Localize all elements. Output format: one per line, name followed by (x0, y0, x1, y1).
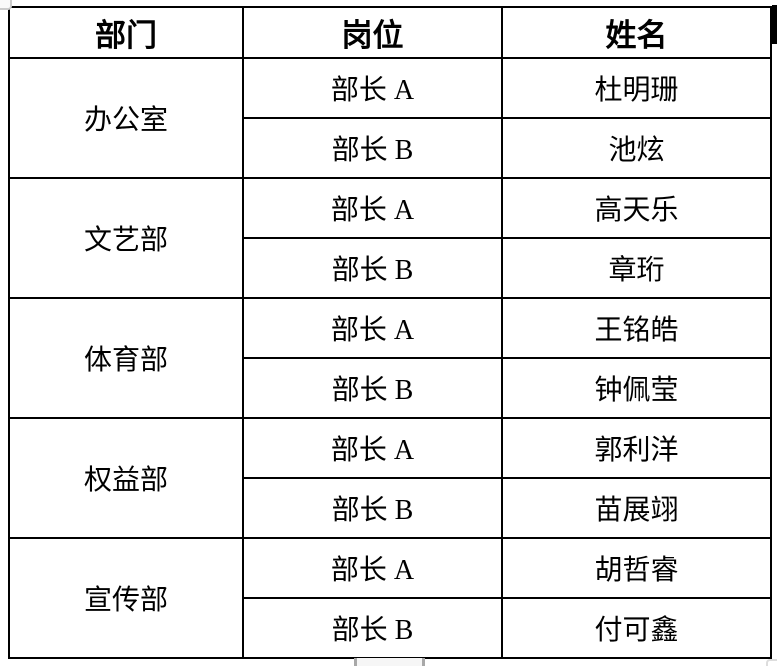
position-cell[interactable]: 部长 A (242, 177, 503, 239)
table-row: 部长 B 苗展翊 (9, 477, 772, 539)
table-row: 部长 B 钟佩莹 (9, 357, 772, 419)
name-cell[interactable]: 池炫 (501, 117, 772, 179)
cropped-black-bar-fragment (772, 5, 777, 44)
table-row: 部长 B 付可鑫 (9, 597, 772, 659)
position-cell[interactable]: 部长 A (242, 297, 503, 359)
department-cell[interactable]: 宣传部 (8, 537, 244, 659)
position-cell[interactable]: 部长 B (242, 477, 503, 539)
name-cell[interactable]: 付可鑫 (501, 597, 772, 659)
header-cell-name[interactable]: 姓名 (501, 6, 772, 59)
name-cell[interactable]: 杜明珊 (501, 57, 772, 119)
position-cell[interactable]: 部长 B (242, 237, 503, 299)
table-row: 部长 B 池炫 (9, 117, 772, 179)
department-cell[interactable]: 办公室 (8, 57, 244, 179)
name-cell[interactable]: 胡哲睿 (501, 537, 772, 599)
name-cell[interactable]: 郭利洋 (501, 417, 772, 479)
position-cell[interactable]: 部长 B (242, 357, 503, 419)
table-row: 办公室 部长 A 杜明珊 (8, 57, 772, 179)
department-cell[interactable]: 体育部 (8, 297, 244, 419)
table-row: 文艺部 部长 A 高天乐 (8, 177, 772, 299)
header-row: 部门 岗位 姓名 (8, 6, 772, 59)
table-row: 权益部 部长 A 郭利洋 (8, 417, 772, 539)
position-cell[interactable]: 部长 A (242, 417, 503, 479)
table-row: 体育部 部长 A 王铭皓 (8, 297, 772, 419)
name-cell[interactable]: 苗展翊 (501, 477, 772, 539)
position-cell[interactable]: 部长 A (242, 537, 503, 599)
name-cell[interactable]: 高天乐 (501, 177, 772, 239)
position-cell[interactable]: 部长 B (242, 117, 503, 179)
department-cell[interactable]: 权益部 (8, 417, 244, 539)
name-cell[interactable]: 章珩 (501, 237, 772, 299)
position-cell[interactable]: 部长 A (242, 57, 503, 119)
name-cell[interactable]: 王铭皓 (501, 297, 772, 359)
horizontal-scrollbar-thumb[interactable] (354, 658, 425, 666)
table-resize-handle[interactable] (766, 659, 777, 666)
position-cell[interactable]: 部长 B (242, 597, 503, 659)
header-cell-position[interactable]: 岗位 (242, 6, 503, 59)
header-cell-department[interactable]: 部门 (8, 6, 244, 59)
name-cell[interactable]: 钟佩莹 (501, 357, 772, 419)
table-row: 部长 B 章珩 (9, 237, 772, 299)
department-cell[interactable]: 文艺部 (8, 177, 244, 299)
table-move-handle[interactable] (0, 0, 12, 10)
table-row: 宣传部 部长 A 胡哲睿 (8, 537, 772, 659)
